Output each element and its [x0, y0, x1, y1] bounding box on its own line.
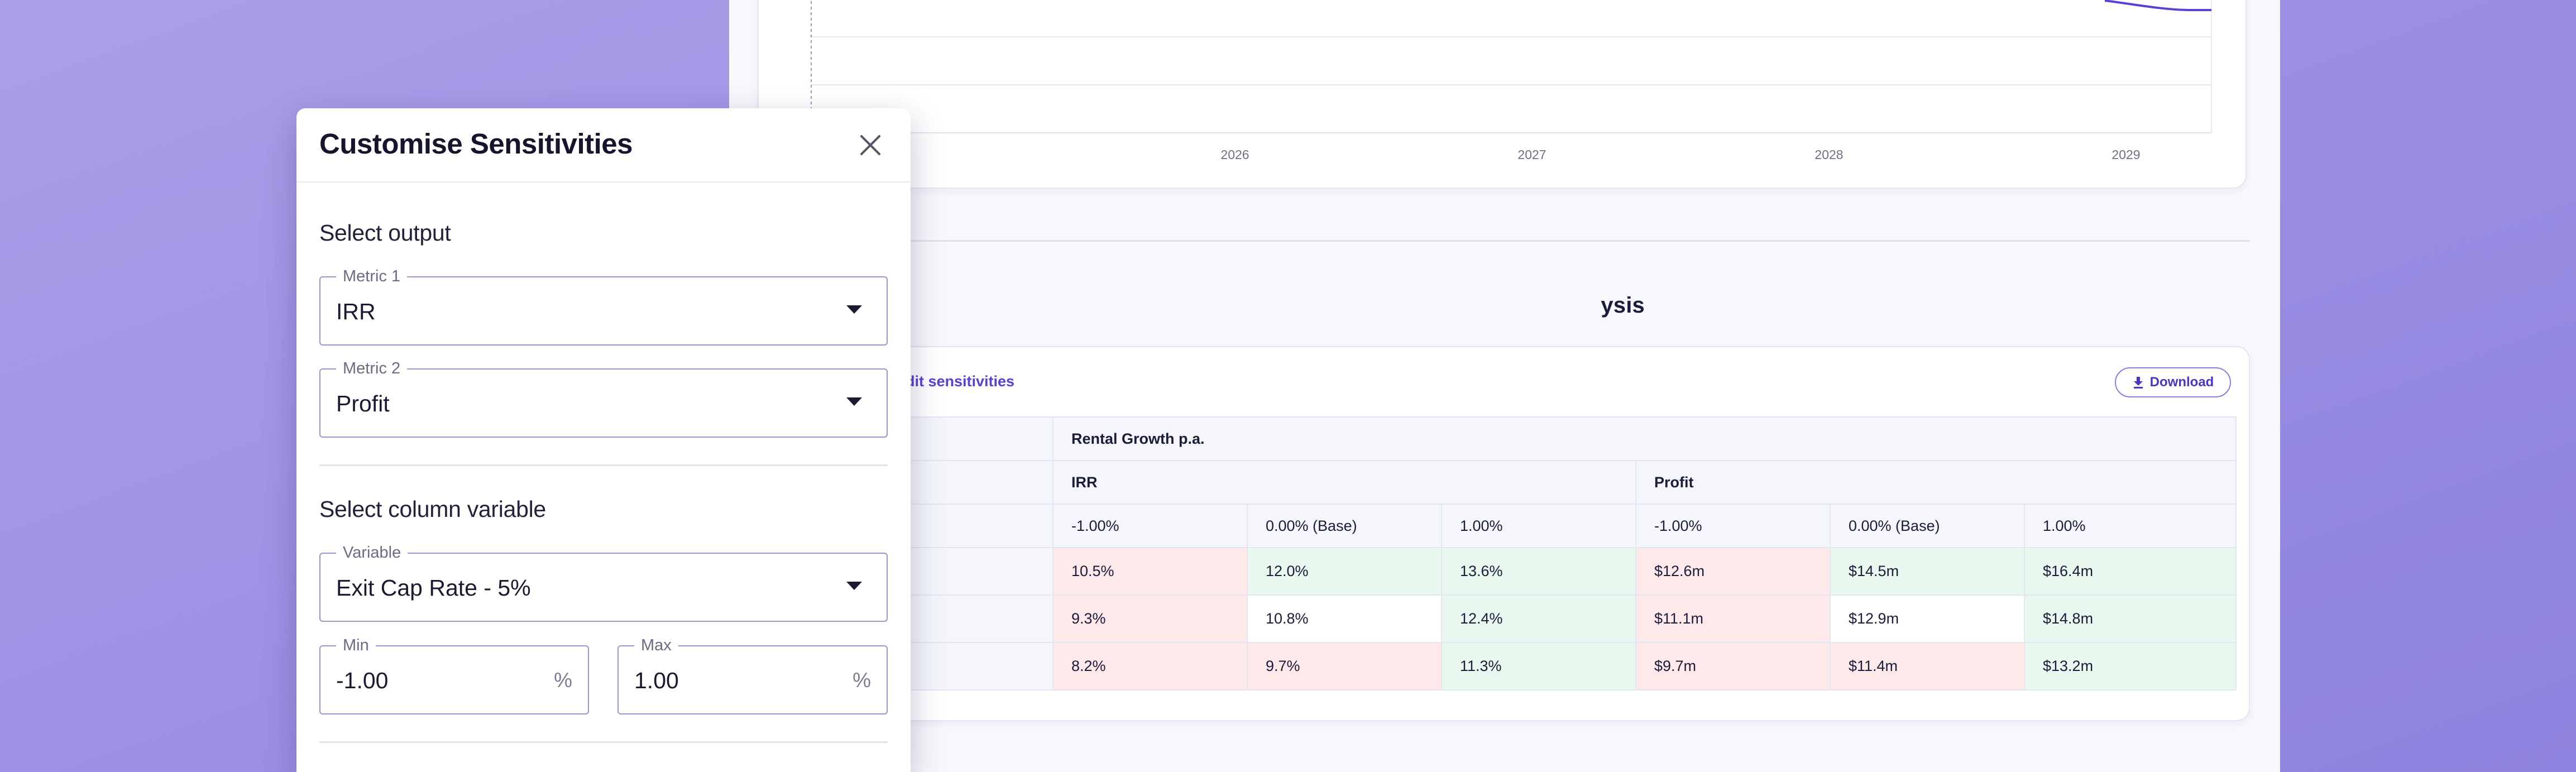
min-input[interactable]: Min -1.00 %	[319, 636, 589, 715]
metric-header: IRR	[1052, 460, 1636, 505]
x-tick: 2026	[1220, 147, 1249, 162]
table-cell: $16.4m	[2023, 547, 2237, 596]
min-legend: Min	[336, 636, 376, 655]
modal-divider	[319, 741, 888, 743]
table-cell: 8.2%	[1052, 642, 1248, 691]
download-icon	[2133, 377, 2143, 389]
metric1-value: IRR	[336, 299, 376, 324]
chevron-down-icon	[846, 305, 862, 314]
metric2-value: Profit	[336, 391, 390, 416]
percent-suffix: %	[853, 669, 871, 692]
table-row: 8.2% 9.7% 11.3% $9.7m $11.4m $13.2m	[759, 642, 2237, 691]
section-title: ysis	[729, 293, 1645, 327]
close-icon	[860, 135, 880, 155]
modal-divider	[319, 464, 888, 466]
x-tick: 2029	[2111, 147, 2141, 162]
table-column-row: -1.00% 0.00% (Base) 1.00% -1.00% 0.00% (…	[759, 504, 2237, 548]
modal-header: Customise Sensitivities	[296, 108, 911, 183]
metric1-select[interactable]: Metric 1 IRR	[319, 267, 888, 346]
x-tick: 2027	[1517, 147, 1546, 162]
metric2-select[interactable]: Metric 2 Profit	[319, 359, 888, 438]
column-header: 0.00% (Base)	[1830, 504, 2025, 548]
chevron-down-icon	[846, 582, 862, 590]
table-cell: $14.8m	[2023, 594, 2237, 643]
table-cell: 12.0%	[1247, 547, 1442, 596]
metric-header: Profit	[1635, 460, 2237, 505]
x-tick: 2028	[1814, 147, 1844, 162]
table-cell: 11.3%	[1441, 642, 1636, 691]
table-row: 9.3% 10.8% 12.4% $11.1m $12.9m $14.8m	[759, 594, 2237, 643]
variable-legend: Variable	[336, 543, 408, 562]
select-column-variable-label: Select column variable	[319, 496, 546, 522]
column-header: 1.00%	[1441, 504, 1636, 548]
table-cell: $13.2m	[2023, 642, 2237, 691]
column-header: 0.00% (Base)	[1247, 504, 1442, 548]
table-cell: 9.7%	[1247, 642, 1442, 691]
column-variable-header: Rental Growth p.a.	[1052, 416, 2237, 461]
metric1-legend: Metric 1	[336, 267, 408, 286]
table-cell: $11.4m	[1830, 642, 2025, 691]
download-button[interactable]: Download	[2115, 367, 2231, 397]
table-cell: 12.4%	[1441, 594, 1636, 643]
column-header: -1.00%	[1635, 504, 1831, 548]
max-value[interactable]: 1.00	[634, 668, 679, 693]
variable-value: Exit Cap Rate - 5%	[336, 575, 531, 601]
table-cell: $14.5m	[1830, 547, 2025, 596]
metric2-legend: Metric 2	[336, 359, 408, 378]
table-cell: $12.9m	[1830, 594, 2025, 643]
table-cell: 10.5%	[1052, 547, 1248, 596]
variable-select[interactable]: Variable Exit Cap Rate - 5%	[319, 543, 888, 622]
column-header: 1.00%	[2023, 504, 2237, 548]
chevron-down-icon	[846, 397, 862, 406]
download-label: Download	[2149, 375, 2214, 390]
table-cell: 10.8%	[1247, 594, 1442, 643]
edit-sensitivities-link[interactable]: Edit sensitivities	[896, 373, 1015, 390]
max-legend: Max	[634, 636, 678, 655]
percent-suffix: %	[554, 669, 572, 692]
column-header: -1.00%	[1052, 504, 1248, 548]
table-cell: $9.7m	[1635, 642, 1831, 691]
max-input[interactable]: Max 1.00 %	[617, 636, 888, 715]
customise-sensitivities-modal: Customise Sensitivities Select output Me…	[296, 108, 911, 772]
table-cell: $11.1m	[1635, 594, 1831, 643]
select-output-label: Select output	[319, 220, 451, 246]
table-cell: $12.6m	[1635, 547, 1831, 596]
close-button[interactable]	[856, 131, 885, 160]
min-value[interactable]: -1.00	[336, 668, 389, 693]
table-cell: 9.3%	[1052, 594, 1248, 643]
series-line	[2104, 0, 2211, 11]
table-row: 10.5% 12.0% 13.6% $12.6m $14.5m $16.4m	[759, 547, 2237, 596]
line-chart	[811, 0, 2212, 133]
app-panel: 25 2026 2027 2028 2029 ysis Edit sensiti…	[729, 0, 2280, 772]
chart-card: 25 2026 2027 2028 2029	[758, 0, 2247, 189]
modal-title: Customise Sensitivities	[319, 128, 633, 160]
section-divider	[758, 240, 2250, 242]
table-metric-row: IRR Profit	[759, 460, 2237, 505]
section-title-text: ysis	[1601, 293, 1645, 318]
table-cell: 13.6%	[1441, 547, 1636, 596]
table-header-row: Rental Growth p.a.	[759, 416, 2237, 461]
sensitivity-card: Edit sensitivities Download Rental Growt…	[758, 346, 2250, 721]
sensitivity-table: Rental Growth p.a. IRR Profit -1.00% 0.0…	[759, 416, 2237, 691]
